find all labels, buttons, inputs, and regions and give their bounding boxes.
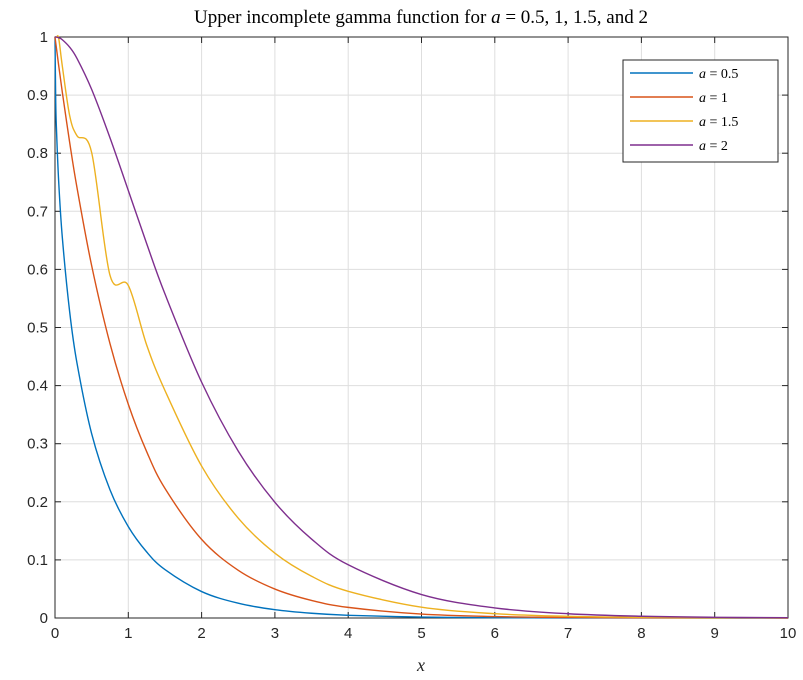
series-line-a-2 [54,36,789,619]
y-tick-label: 0.2 [27,494,48,511]
x-axis-label: x [416,655,425,675]
y-tick-label: 0.3 [27,436,48,453]
y-tick-label: 0.9 [27,87,48,104]
legend-label: a = 1.5 [699,115,738,130]
x-tick-label: 6 [491,625,499,642]
legend: a = 0.5 a = 1 a = 1.5 a = 2 [622,59,779,163]
legend-label: a = 1 [699,91,728,106]
x-tick-label: 2 [197,625,205,642]
x-tick-label: 0 [51,625,59,642]
series-lines [54,35,789,619]
x-tick-label: 5 [417,625,425,642]
y-tick-label: 0.4 [27,378,48,395]
legend-label: a = 0.5 [699,67,738,82]
y-tick-label: 0.1 [27,552,48,569]
y-tick-label: 0.7 [27,203,48,220]
legend-label: a = 2 [699,139,728,154]
x-tick-label: 1 [124,625,132,642]
x-tick-label: 7 [564,625,572,642]
x-tick-label: 8 [637,625,645,642]
x-tick-label: 3 [271,625,279,642]
chart-title: Upper incomplete gamma function for a = … [194,7,648,28]
series-line-a-1 [54,36,789,619]
plot-area-border [54,36,789,619]
y-tick-label: 0.8 [27,145,48,162]
series-line-a-1-5 [54,35,789,619]
y-tick-label: 1 [40,29,48,46]
y-tick-label: 0 [40,610,48,627]
x-tick-label: 10 [780,625,797,642]
y-tick-label: 0.6 [27,261,48,278]
y-tick-label: 0.5 [27,320,48,337]
y-tick-labels: 0 0.1 0.2 0.3 0.4 0.5 0.6 0.7 0.8 0.9 1 [27,29,48,627]
x-tick-labels: 0 1 2 3 4 5 6 7 8 9 10 [51,625,797,642]
x-tick-label: 9 [711,625,719,642]
x-tick-label: 4 [344,625,352,642]
